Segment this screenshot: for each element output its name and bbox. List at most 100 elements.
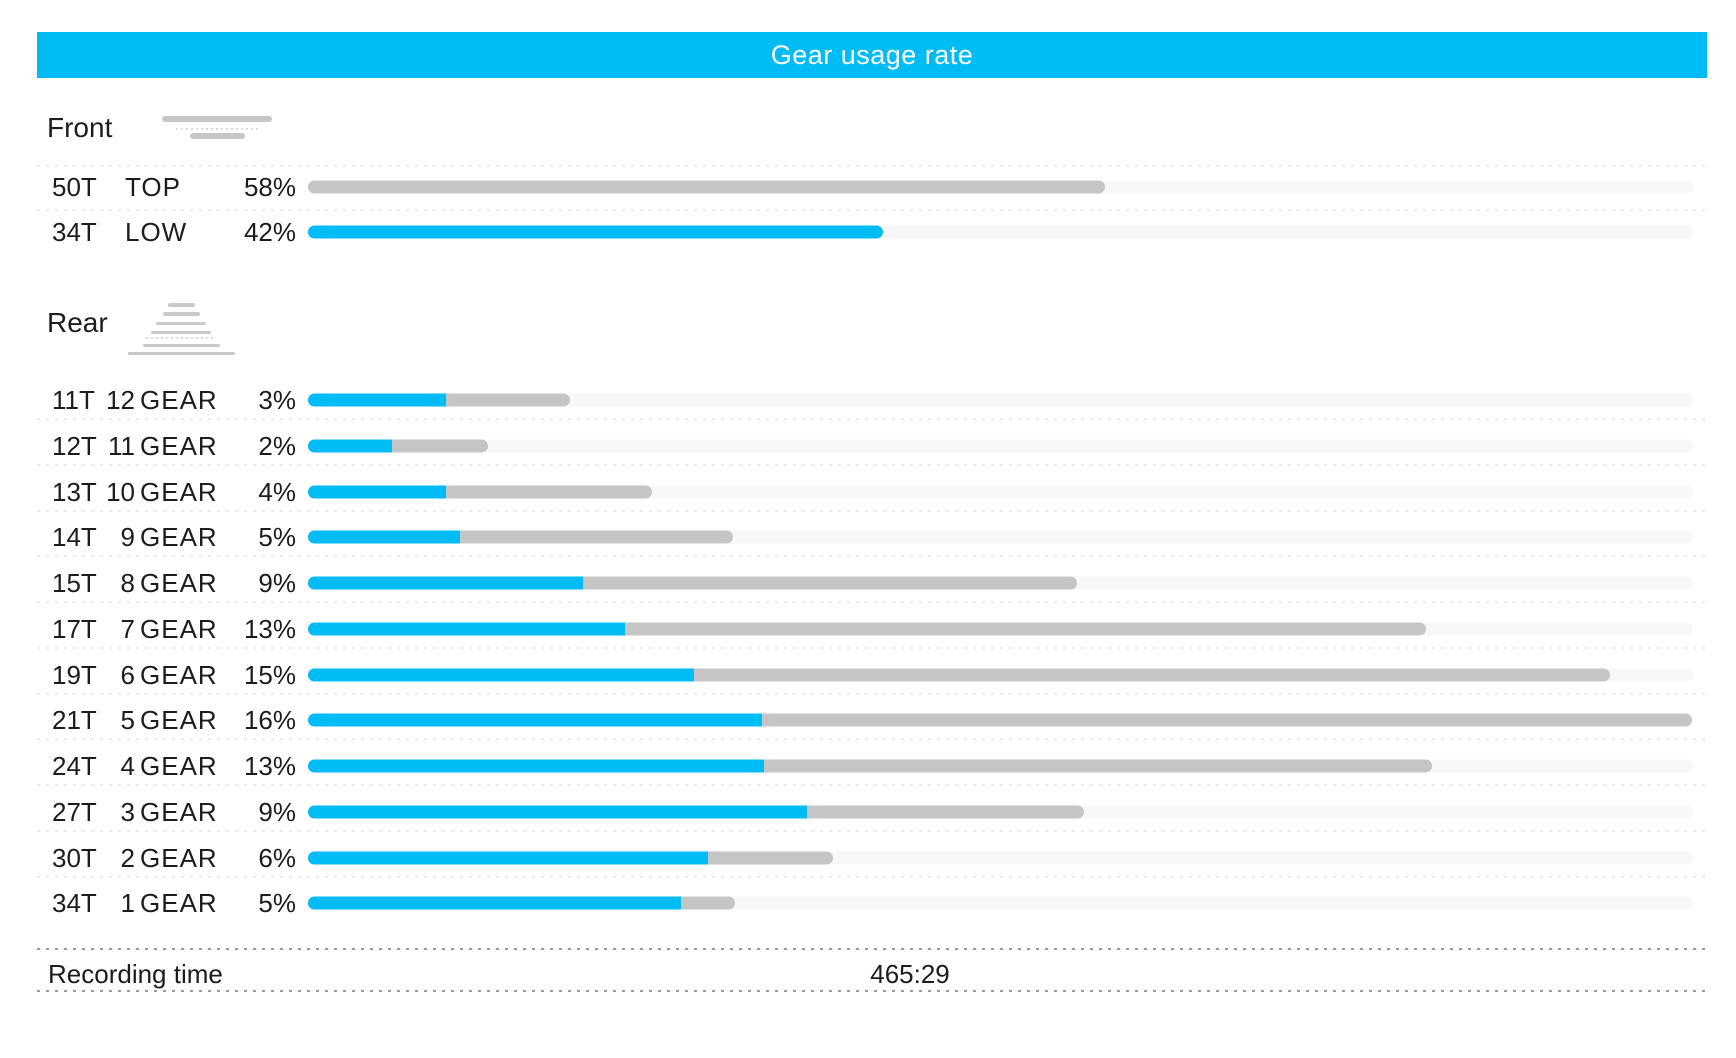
row-separator-dotted-rule <box>37 829 1707 832</box>
gear-number-label: 10 <box>106 476 135 507</box>
cassette-cog-line <box>167 303 195 307</box>
gear-word-label: GEAR <box>140 568 218 598</box>
gear-word-label: GEAR <box>140 385 218 415</box>
cassette-cog-line <box>127 351 235 356</box>
rear-gear-row: 13T 10 GEAR 4% <box>0 476 1736 508</box>
gear-number-label: 12 <box>106 385 135 415</box>
usage-bar <box>308 896 1693 910</box>
bar-blue-segment <box>308 439 392 453</box>
usage-bar <box>308 576 1693 590</box>
front-gear-row: 50T TOP 58% <box>0 171 1736 203</box>
rear-gear-row: 30T 2 GEAR 6% <box>0 842 1736 874</box>
bar-blue-segment <box>308 576 583 590</box>
rear-gear-row: 15T 8 GEAR 9% <box>0 567 1736 599</box>
cassette-cog-line <box>142 343 220 348</box>
usage-bar <box>308 713 1693 727</box>
usage-bar <box>308 759 1693 773</box>
row-separator-dotted-rule <box>37 418 1707 420</box>
front-position-label: TOP <box>125 172 181 202</box>
rear-gear-row: 19T 6 GEAR 15% <box>0 659 1736 691</box>
rear-gear-row: 17T 7 GEAR 13% <box>0 613 1736 645</box>
row-separator-dotted-rule <box>37 875 1707 878</box>
teeth-label: 19T <box>52 659 97 690</box>
rear-gear-row: 11T 12 GEAR 3% <box>0 384 1736 416</box>
title-bar: Gear usage rate <box>37 32 1707 78</box>
gear-number-label: 7 <box>120 613 135 644</box>
usage-percent-label: 3% <box>258 385 296 415</box>
bar-blue-segment <box>308 485 446 498</box>
front-chainring-icon <box>162 116 274 142</box>
teeth-label: 24T <box>52 751 97 781</box>
gear-number-label: 8 <box>120 568 135 598</box>
gear-word-label: GEAR <box>140 430 218 461</box>
gear-number-label: 4 <box>120 751 135 781</box>
bar-blue-segment <box>308 225 883 239</box>
gear-word-label: GEAR <box>140 796 218 827</box>
gear-word-label: GEAR <box>140 888 218 919</box>
teeth-label: 12T <box>52 430 97 461</box>
gear-word-label: GEAR <box>140 659 218 690</box>
rear-section-label: Rear <box>47 307 108 338</box>
rear-gear-row: 12T 11 GEAR 2% <box>0 430 1736 462</box>
row-separator-dotted-rule <box>37 692 1707 695</box>
rear-cassette-icon <box>126 303 236 357</box>
usage-bar <box>308 668 1693 681</box>
usage-bar <box>308 225 1693 239</box>
gear-number-label: 11 <box>108 430 135 461</box>
rear-gear-row: 27T 3 GEAR 9% <box>0 796 1736 828</box>
usage-percent-label: 6% <box>258 842 296 873</box>
usage-percent-label: 5% <box>258 888 296 919</box>
page-title: Gear usage rate <box>770 39 974 70</box>
bar-gray-segment <box>308 180 1105 194</box>
usage-percent-label: 4% <box>258 476 296 507</box>
teeth-label: 14T <box>52 522 97 553</box>
teeth-label: 15T <box>52 568 97 598</box>
usage-bar <box>308 851 1693 864</box>
row-separator-dotted-rule <box>37 209 1707 211</box>
teeth-label: 11T <box>52 385 95 415</box>
rear-gear-row: 21T 5 GEAR 16% <box>0 704 1736 736</box>
bar-blue-segment <box>308 393 446 407</box>
recording-time-label: Recording time <box>48 959 223 989</box>
gear-word-label: GEAR <box>140 751 218 781</box>
gear-number-label: 1 <box>120 888 135 919</box>
usage-percent-label: 42% <box>243 217 296 248</box>
rear-gear-row: 24T 4 GEAR 13% <box>0 750 1736 782</box>
bar-track <box>308 439 1693 453</box>
bar-blue-segment <box>308 530 460 544</box>
gear-number-label: 5 <box>120 705 135 736</box>
gear-word-label: GEAR <box>140 476 218 507</box>
cassette-cog-line <box>162 312 200 316</box>
bar-track <box>308 485 1693 498</box>
gear-number-label: 3 <box>120 796 135 827</box>
teeth-label: 34T <box>52 217 97 248</box>
row-separator-dotted-rule <box>37 784 1707 786</box>
bar-blue-segment <box>308 759 764 773</box>
row-separator-dotted-rule <box>37 738 1707 741</box>
recording-time-value: 465:29 <box>870 959 950 989</box>
usage-percent-label: 13% <box>243 751 296 781</box>
teeth-label: 34T <box>52 888 97 919</box>
chainring-large-line <box>162 116 272 122</box>
teeth-label: 30T <box>52 842 97 873</box>
front-gear-row: 34T LOW 42% <box>0 216 1736 248</box>
teeth-label: 17T <box>52 613 97 644</box>
footer-top-dotted-line <box>37 948 1707 950</box>
usage-bar <box>308 439 1693 453</box>
gear-number-label: 6 <box>120 659 135 690</box>
teeth-label: 50T <box>52 172 97 202</box>
gear-word-label: GEAR <box>140 522 218 553</box>
gear-word-label: GEAR <box>140 613 218 644</box>
usage-bar <box>308 805 1693 819</box>
row-separator-dotted-rule <box>37 509 1707 512</box>
teeth-label: 27T <box>52 796 97 827</box>
usage-bar <box>308 393 1693 407</box>
bar-track <box>308 393 1693 407</box>
front-position-label: LOW <box>125 217 188 248</box>
bar-blue-segment <box>308 668 694 681</box>
usage-percent-label: 13% <box>243 613 296 644</box>
gear-word-label: GEAR <box>140 842 218 873</box>
chainring-dotted-line <box>176 128 258 130</box>
cassette-cog-line <box>156 321 206 326</box>
